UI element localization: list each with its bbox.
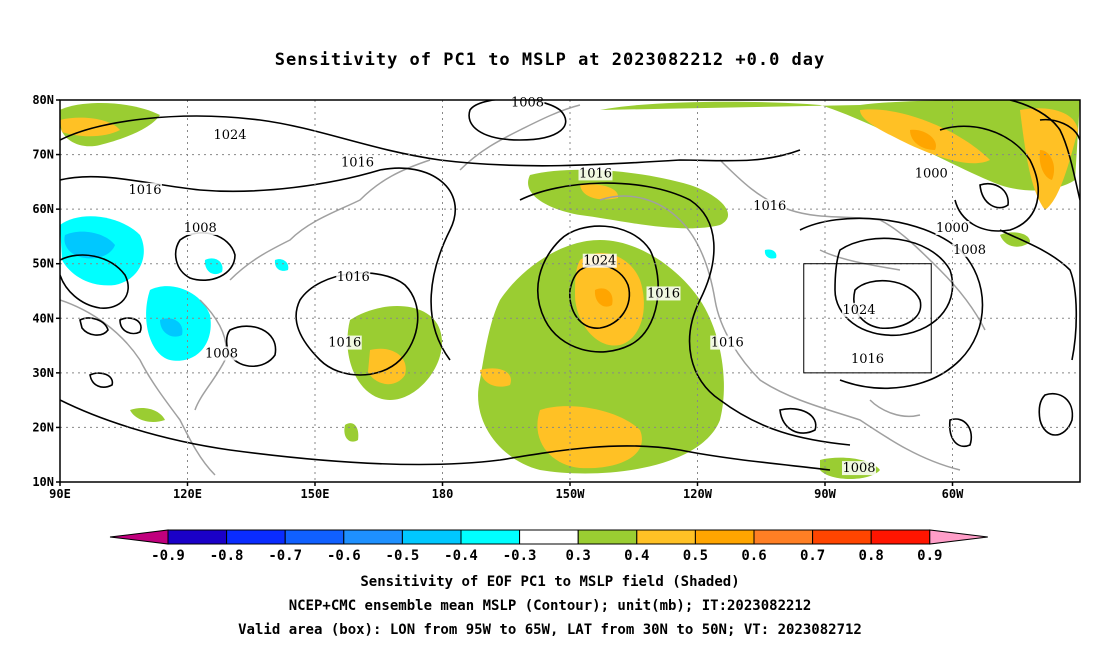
latitude-labels: 80N 70N 60N 50N 40N 30N 20N 10N bbox=[32, 93, 60, 489]
caption-line-2: NCEP+CMC ensemble mean MSLP (Contour); u… bbox=[288, 598, 812, 614]
colorbar-label: 0.7 bbox=[800, 548, 825, 564]
longitude-labels: 90E 120E 150E 180 150W 120W 90W 60W bbox=[49, 482, 964, 501]
contour-label: 1016 bbox=[128, 182, 162, 198]
contour-label: 1024 bbox=[842, 302, 876, 318]
svg-text:1008: 1008 bbox=[184, 221, 217, 236]
contour-label: 1016 bbox=[340, 155, 375, 170]
colorbar-high-extension bbox=[929, 529, 988, 545]
contour-label: 1024 bbox=[213, 128, 247, 143]
contour-label: 1016 bbox=[850, 351, 885, 367]
colorbar-label: -0.9 bbox=[151, 548, 185, 564]
lon-label: 90W bbox=[814, 487, 836, 501]
contour-label: 1008 bbox=[204, 346, 239, 361]
colorbar-label: -0.3 bbox=[503, 548, 537, 564]
colorbar-swatch bbox=[343, 529, 403, 545]
contour-label: 1008 bbox=[510, 95, 545, 110]
lon-label: 60W bbox=[942, 487, 964, 501]
colorbar-label: 0.8 bbox=[859, 548, 884, 564]
contour-label: 1008 bbox=[842, 461, 876, 476]
svg-text:1016: 1016 bbox=[711, 336, 744, 351]
colorbar-swatch bbox=[636, 529, 696, 545]
colorbar-labels: -0.9 -0.8 -0.7 -0.6 -0.5 -0.4 -0.3 0.3 0.4 0.5 0.6… bbox=[151, 548, 942, 564]
lat-label: 40N bbox=[32, 311, 54, 325]
lon-label: 150E bbox=[301, 487, 330, 501]
svg-text:1008: 1008 bbox=[205, 346, 238, 361]
coastlines bbox=[60, 104, 986, 476]
valid-area-box bbox=[803, 263, 932, 374]
colorbar-label: -0.8 bbox=[210, 548, 244, 564]
colorbar-low-extension bbox=[109, 529, 169, 545]
contour-label: 1016 bbox=[646, 286, 681, 301]
colorbar-label: -0.7 bbox=[268, 548, 302, 564]
colorbar-swatch bbox=[460, 529, 521, 545]
svg-text:1008: 1008 bbox=[842, 461, 875, 476]
colorbar-swatch bbox=[812, 529, 872, 545]
colorbar-swatch bbox=[226, 529, 286, 545]
contour-label: 1008 bbox=[183, 220, 218, 236]
lon-label: 90E bbox=[49, 487, 71, 501]
contour-label: 1000 bbox=[935, 220, 970, 236]
lat-label: 50N bbox=[32, 257, 54, 271]
contour-label: 1016 bbox=[336, 270, 371, 285]
colorbar-label: 0.4 bbox=[624, 548, 649, 564]
contour-label: 1000 bbox=[914, 166, 949, 181]
colorbar-label: 0.5 bbox=[683, 548, 708, 564]
svg-text:1016: 1016 bbox=[753, 199, 786, 214]
lat-label: 20N bbox=[32, 420, 54, 434]
colorbar-label: -0.6 bbox=[327, 548, 361, 564]
lat-label: 10N bbox=[32, 475, 54, 489]
svg-text:1016: 1016 bbox=[647, 286, 680, 301]
svg-text:1008: 1008 bbox=[511, 95, 544, 110]
lat-label: 70N bbox=[32, 148, 54, 162]
colorbar-label: 0.3 bbox=[566, 548, 591, 564]
colorbar-swatch bbox=[753, 529, 814, 545]
lat-label: 80N bbox=[32, 93, 54, 107]
colorbar-label: -0.5 bbox=[386, 548, 420, 564]
svg-text:1016: 1016 bbox=[128, 183, 161, 198]
graticule bbox=[60, 100, 1080, 482]
colorbar-swatch bbox=[167, 529, 228, 545]
contour-label: 1016 bbox=[752, 199, 787, 214]
svg-text:1016: 1016 bbox=[341, 155, 374, 170]
svg-text:1024: 1024 bbox=[583, 254, 616, 269]
contour-label: 1024 bbox=[582, 253, 617, 269]
colorbar-label: 0.6 bbox=[741, 548, 766, 564]
caption-line-3: Valid area (box): LON from 95W to 65W, L… bbox=[238, 622, 862, 638]
contour-label: 1016 bbox=[327, 335, 362, 351]
colorbar-label: 0.9 bbox=[917, 548, 942, 564]
colorbar-swatch bbox=[870, 529, 931, 545]
svg-text:1016: 1016 bbox=[328, 336, 361, 351]
contour-label: 1016 bbox=[710, 335, 745, 351]
colorbar-label: -0.4 bbox=[444, 548, 478, 564]
mslp-contours bbox=[60, 100, 1080, 471]
svg-text:1024: 1024 bbox=[213, 128, 246, 143]
map-title: Sensitivity of PC1 to MSLP at 2023082212… bbox=[274, 50, 826, 70]
contour-label: 1008 bbox=[952, 242, 987, 258]
colorbar-swatch bbox=[694, 529, 755, 545]
svg-text:1000: 1000 bbox=[915, 166, 948, 181]
colorbar-swatch bbox=[401, 529, 462, 545]
contour-label: 1016 bbox=[578, 166, 613, 181]
lon-label: 120W bbox=[683, 487, 713, 501]
colorbar-swatch bbox=[519, 529, 579, 545]
svg-text:1024: 1024 bbox=[842, 303, 875, 318]
svg-text:1008: 1008 bbox=[953, 243, 986, 258]
caption-line-1: Sensitivity of EOF PC1 to MSLP field (Sh… bbox=[360, 574, 740, 590]
lon-label: 180 bbox=[432, 487, 454, 501]
svg-text:1016: 1016 bbox=[579, 166, 612, 181]
svg-text:1016: 1016 bbox=[851, 352, 884, 367]
colorbar-swatch bbox=[284, 529, 345, 545]
svg-text:1016: 1016 bbox=[337, 270, 370, 285]
colorbar-swatch bbox=[577, 529, 638, 545]
lon-label: 150W bbox=[556, 487, 586, 501]
lon-label: 120E bbox=[173, 487, 202, 501]
contour-labels: 1008 1024 1016 1016 1016 1016 1000 1000 1008 1008… bbox=[128, 95, 987, 476]
svg-text:1000: 1000 bbox=[936, 221, 969, 236]
colorbar bbox=[109, 529, 988, 545]
lat-label: 60N bbox=[32, 202, 54, 216]
lat-label: 30N bbox=[32, 366, 54, 380]
